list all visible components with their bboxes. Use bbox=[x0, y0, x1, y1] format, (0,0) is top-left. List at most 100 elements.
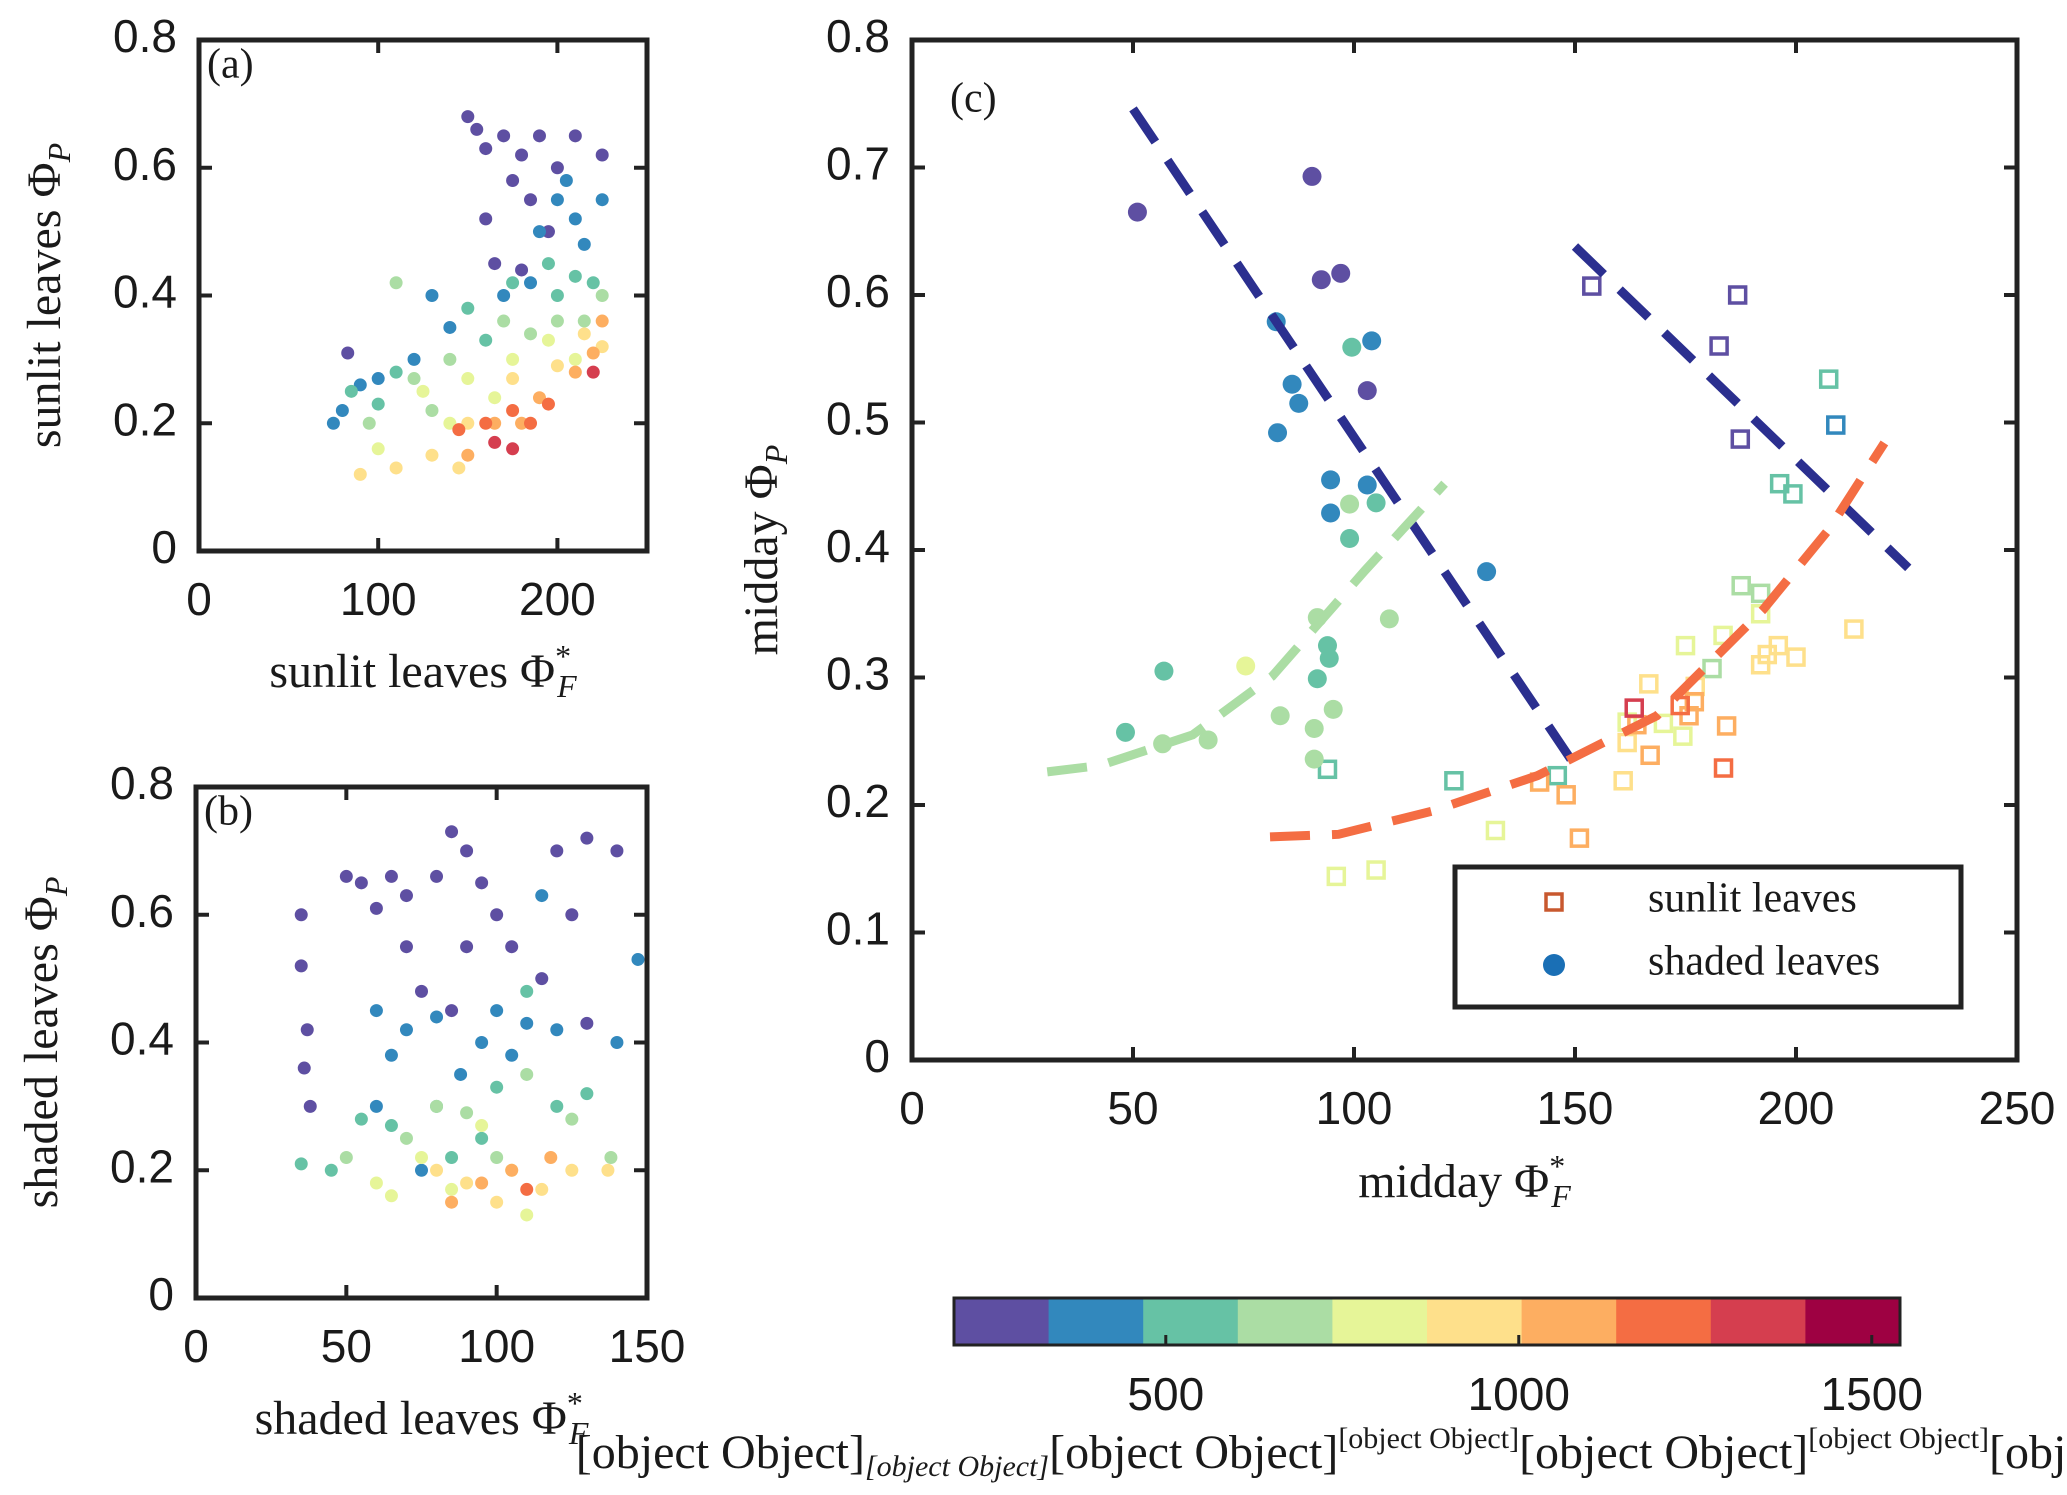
point bbox=[1236, 656, 1256, 676]
point bbox=[541, 397, 555, 411]
point bbox=[1639, 674, 1659, 694]
colorbar-label-part: [object Object] bbox=[1808, 1422, 1989, 1455]
point bbox=[1757, 644, 1778, 665]
y-tick-label: 0.6 bbox=[110, 885, 174, 937]
axis-label-sup: * bbox=[1549, 1148, 1565, 1184]
point bbox=[520, 1016, 534, 1030]
point bbox=[586, 276, 600, 290]
point bbox=[610, 1036, 624, 1049]
point bbox=[595, 340, 609, 354]
axes-box bbox=[193, 784, 650, 1301]
point bbox=[430, 1010, 444, 1024]
point bbox=[1547, 765, 1568, 786]
point bbox=[565, 1112, 579, 1126]
point bbox=[595, 193, 609, 207]
panel-label: (c) bbox=[950, 76, 997, 122]
point bbox=[506, 403, 520, 417]
point bbox=[1485, 820, 1506, 841]
axis-label-sup: * bbox=[555, 638, 571, 674]
point bbox=[524, 416, 538, 430]
point bbox=[362, 416, 376, 430]
x-tick-label: 150 bbox=[1537, 1082, 1614, 1134]
point bbox=[1617, 732, 1637, 753]
point bbox=[532, 391, 546, 405]
point bbox=[580, 1087, 594, 1101]
point bbox=[389, 365, 403, 379]
point bbox=[445, 825, 459, 839]
point bbox=[339, 1150, 353, 1164]
point bbox=[497, 314, 511, 328]
point bbox=[1321, 470, 1341, 490]
point bbox=[550, 193, 564, 207]
axis-label: shaded leaves Φ* F bbox=[255, 1385, 589, 1451]
point bbox=[488, 257, 502, 271]
point bbox=[568, 129, 582, 143]
y-tick-label: 0.7 bbox=[826, 138, 890, 190]
point bbox=[1818, 369, 1839, 389]
point bbox=[610, 844, 624, 858]
point bbox=[371, 442, 385, 456]
point bbox=[580, 831, 594, 845]
point bbox=[506, 372, 520, 386]
point bbox=[452, 461, 466, 475]
point bbox=[1569, 828, 1590, 848]
point bbox=[443, 320, 457, 334]
point bbox=[461, 448, 475, 462]
point bbox=[415, 1150, 428, 1164]
point bbox=[535, 1182, 549, 1196]
point bbox=[341, 346, 355, 360]
point bbox=[1769, 473, 1790, 494]
colorbar-bin bbox=[1616, 1298, 1712, 1345]
point bbox=[445, 1195, 459, 1209]
point bbox=[1307, 669, 1327, 689]
point bbox=[353, 467, 367, 481]
point bbox=[430, 1163, 444, 1177]
point bbox=[1340, 529, 1360, 549]
point bbox=[631, 952, 645, 966]
point bbox=[1270, 706, 1290, 726]
point bbox=[335, 403, 349, 417]
point bbox=[300, 1023, 314, 1037]
point bbox=[425, 289, 439, 302]
axis-label-text: sunlit leaves Φ bbox=[269, 645, 555, 698]
fit-line bbox=[1046, 480, 1448, 777]
point bbox=[497, 289, 511, 302]
point bbox=[488, 435, 502, 449]
point bbox=[445, 1150, 459, 1164]
point bbox=[415, 984, 428, 998]
point bbox=[475, 1119, 489, 1133]
y-tick-label: 0.4 bbox=[113, 266, 177, 318]
point bbox=[461, 110, 475, 124]
panel-label: (b) bbox=[204, 789, 253, 835]
point bbox=[1357, 475, 1377, 495]
point bbox=[550, 1023, 564, 1037]
point bbox=[1331, 263, 1351, 283]
point bbox=[1783, 484, 1803, 504]
colorbar-bin bbox=[1048, 1298, 1144, 1345]
point bbox=[541, 333, 555, 347]
point bbox=[1713, 758, 1734, 778]
y-tick-label: 0.6 bbox=[113, 138, 177, 190]
point bbox=[353, 378, 367, 392]
x-tick-label: 50 bbox=[321, 1320, 372, 1372]
point bbox=[595, 314, 609, 328]
axis-label-text: sunlit leaves Φ bbox=[18, 162, 71, 448]
point bbox=[324, 1163, 338, 1177]
point bbox=[1826, 415, 1846, 435]
point bbox=[326, 416, 340, 430]
x-tick-label: 200 bbox=[1758, 1082, 1835, 1134]
point bbox=[1613, 771, 1633, 791]
point bbox=[520, 1208, 534, 1222]
point bbox=[384, 1048, 398, 1062]
y-tick-label: 0 bbox=[864, 1030, 890, 1082]
colorbar-label-part: [object Object] bbox=[1989, 1426, 2067, 1479]
axis-label: shaded leaves ΦP bbox=[15, 877, 74, 1209]
point bbox=[1362, 331, 1382, 351]
point bbox=[430, 869, 444, 883]
point bbox=[1379, 609, 1399, 629]
colorbar-label-part: [object Object] bbox=[576, 1426, 865, 1479]
point bbox=[515, 148, 529, 162]
point bbox=[515, 416, 529, 430]
point bbox=[399, 940, 413, 954]
point bbox=[568, 365, 582, 379]
